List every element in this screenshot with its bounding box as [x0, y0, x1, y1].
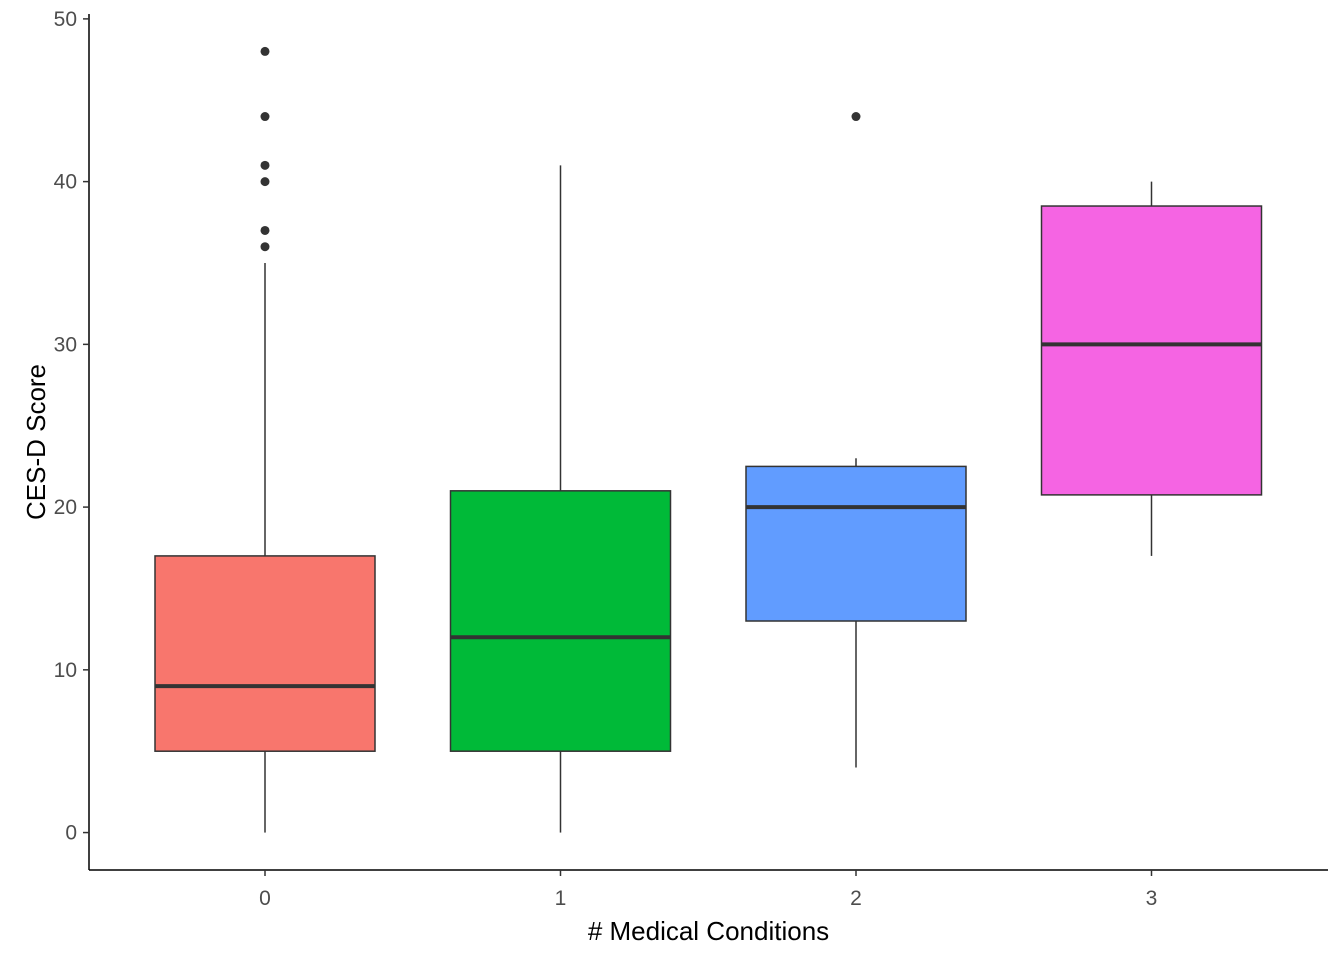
box-group-0 [154, 46, 376, 833]
y-tick-label: 30 [54, 333, 77, 356]
y-tick-label: 20 [54, 496, 77, 519]
x-tick-label: 1 [555, 887, 567, 910]
plot-area [154, 46, 1263, 833]
x-axis-title: # Medical Conditions [588, 916, 829, 946]
outlier-point [260, 160, 270, 170]
box [745, 465, 967, 622]
box-group-2 [745, 112, 967, 768]
x-tick-label: 3 [1146, 887, 1158, 910]
x-tick-label: 0 [259, 887, 271, 910]
outlier-point [260, 112, 270, 122]
y-axis-title: CES-D Score [21, 364, 51, 520]
box [449, 490, 672, 752]
outlier-point [851, 112, 861, 122]
box-group-3 [1040, 181, 1263, 556]
outlier-point [260, 242, 270, 252]
y-tick-label: 50 [54, 8, 77, 31]
y-tick-label: 10 [54, 659, 77, 682]
axes: 0 10 20 30 40 50 0 1 2 3 [54, 8, 1328, 910]
box [154, 555, 376, 752]
y-tick-label: 40 [54, 171, 77, 194]
outlier-point [260, 225, 270, 235]
box-group-1 [449, 165, 672, 833]
y-tick-label: 0 [65, 822, 77, 845]
outlier-point [260, 177, 270, 187]
outlier-point [260, 46, 270, 56]
box [1040, 205, 1263, 496]
x-tick-label: 2 [850, 887, 862, 910]
